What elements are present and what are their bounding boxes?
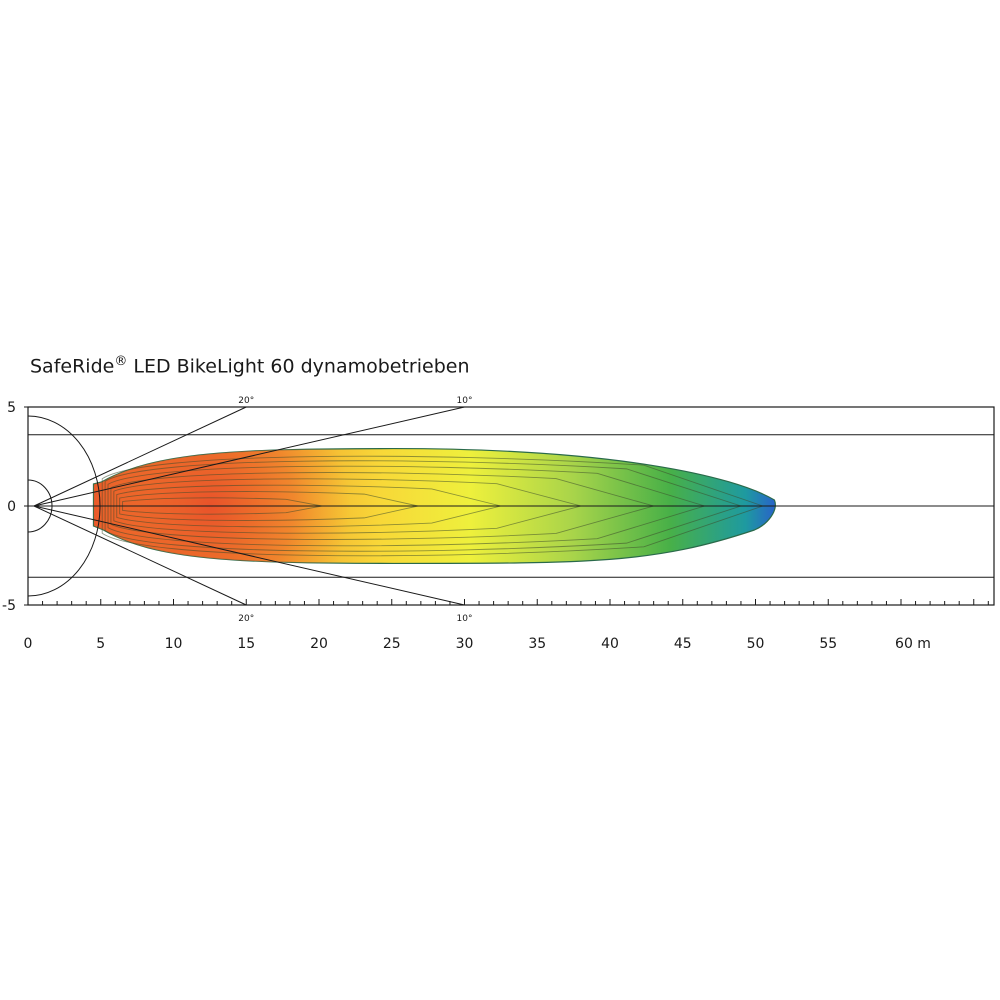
contour-line <box>119 491 419 521</box>
x-tick-label: 0 <box>24 636 33 652</box>
x-tick-label: 55 <box>819 636 837 652</box>
overlay-layer: 20° 20° 10° 10° <box>27 396 995 624</box>
contour-line <box>116 484 501 528</box>
x-tick-label: 60 m <box>895 636 931 652</box>
chart-title: SafeRide® LED BikeLight 60 dynamobetrieb… <box>30 354 470 377</box>
angle-label-top: 10° <box>457 396 473 406</box>
x-tick-label: 50 <box>747 636 765 652</box>
tick-layer: 0 5 10 15 20 25 30 35 40 45 50 55 60 m50-5 <box>2 400 931 652</box>
contour-line <box>122 497 322 515</box>
title-brand: SafeRide <box>30 355 115 378</box>
lamp-arc-inner <box>27 479 53 533</box>
x-tick-label: 35 <box>528 636 546 652</box>
angle-label-bottom: 20° <box>238 614 254 624</box>
registered-mark: ® <box>114 354 128 369</box>
x-tick-label: 40 <box>601 636 619 652</box>
angle-label-top: 20° <box>238 396 254 406</box>
y-tick-label: -5 <box>2 598 16 614</box>
x-tick-label: 45 <box>674 636 692 652</box>
x-tick-label: 20 <box>310 636 328 652</box>
angle-line-lower <box>33 505 465 606</box>
angle-line-upper <box>33 406 247 507</box>
angle-line-lower <box>33 505 247 606</box>
x-tick-label: 15 <box>237 636 255 652</box>
y-tick-label: 5 <box>7 400 16 416</box>
contour-line <box>110 472 656 540</box>
x-tick-label: 10 <box>165 636 183 652</box>
x-tick-label: 25 <box>383 636 401 652</box>
lamp-arc-outer <box>27 415 101 597</box>
y-tick-label: 0 <box>7 499 16 515</box>
angle-line-upper <box>33 406 465 507</box>
title-rest: LED BikeLight 60 dynamobetrieben <box>127 355 470 378</box>
contour-line <box>107 465 707 547</box>
contour-line <box>113 478 583 534</box>
x-tick-label: 5 <box>96 636 105 652</box>
contour-line <box>101 455 765 557</box>
angle-label-bottom: 10° <box>457 614 473 624</box>
x-tick-label: 30 <box>456 636 474 652</box>
